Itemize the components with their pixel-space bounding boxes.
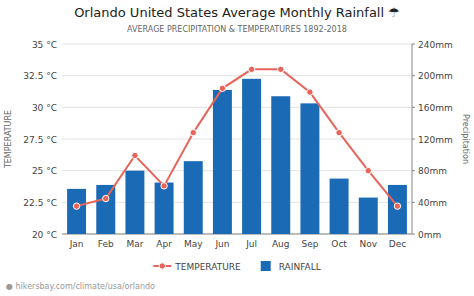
bar xyxy=(125,171,144,234)
y2-tick-label: 0mm xyxy=(418,230,441,240)
bar xyxy=(213,90,232,234)
y2-tick-label: 80mm xyxy=(418,166,447,176)
marker xyxy=(73,203,79,209)
x-tick-label: Jan xyxy=(69,239,84,249)
y-tick-label: 25 °C xyxy=(32,166,57,176)
plot-area xyxy=(67,66,407,234)
marker xyxy=(278,66,284,72)
bar xyxy=(184,161,203,234)
bar xyxy=(271,96,290,234)
y2-tick-label: 120mm xyxy=(418,135,453,145)
x-tick-label: Oct xyxy=(331,239,347,249)
marker xyxy=(161,183,167,189)
x-tick-label: Jun xyxy=(214,239,229,249)
legend-item: RAINFALL xyxy=(261,261,321,272)
marker xyxy=(132,152,138,158)
bar xyxy=(359,198,378,234)
bar xyxy=(155,183,174,234)
x-tick-label: Aug xyxy=(272,239,290,249)
y2-tick-label: 200mm xyxy=(418,71,453,81)
bar xyxy=(330,179,349,234)
x-tick-label: Jul xyxy=(245,239,257,249)
title: Orlando United States Average Monthly Ra… xyxy=(74,5,400,20)
x-tick-label: Dec xyxy=(389,239,406,249)
marker xyxy=(103,195,109,201)
legend: TEMPERATURE RAINFALL xyxy=(153,261,320,272)
y2-axis-label: Precipitation xyxy=(461,114,470,164)
grid-line xyxy=(62,44,412,45)
x-tick-label: May xyxy=(184,239,203,249)
legend-label: TEMPERATURE xyxy=(174,262,241,272)
x-tick-label: Feb xyxy=(98,239,114,249)
subtitle: AVERAGE PRECIPITATION & TEMPERATURES 189… xyxy=(127,25,347,34)
marker xyxy=(394,203,400,209)
y2-tick-label: 160mm xyxy=(418,103,453,113)
x-tick-label: Nov xyxy=(359,239,377,249)
marker xyxy=(219,85,225,91)
x-tick-label: Sep xyxy=(301,239,318,249)
marker xyxy=(365,167,371,173)
grid-line xyxy=(62,107,412,108)
marker xyxy=(336,129,342,135)
y2-axis-line xyxy=(412,44,413,234)
y-tick-label: 35 °C xyxy=(32,40,57,50)
y-tick-label: 30 °C xyxy=(32,103,57,113)
bar xyxy=(300,103,319,234)
bar xyxy=(242,79,261,234)
legend-swatch xyxy=(159,263,165,269)
marker xyxy=(248,66,254,72)
annotation: ● hikersbay.com/climate/usa/orlando xyxy=(6,282,155,291)
legend-item: TEMPERATURE xyxy=(153,262,241,272)
x-tick-label: Apr xyxy=(156,239,172,249)
line xyxy=(77,69,398,206)
y2-tick-label: 240mm xyxy=(418,40,453,50)
legend-swatch xyxy=(261,261,271,271)
grid-line xyxy=(62,170,412,171)
grid-line xyxy=(62,75,412,76)
x-tick-label: Mar xyxy=(126,239,143,249)
grid-line xyxy=(62,139,412,140)
bar xyxy=(388,185,407,234)
y-tick-label: 27.5 °C xyxy=(23,135,57,145)
bar xyxy=(67,189,86,234)
bar xyxy=(96,185,115,234)
marker xyxy=(307,89,313,95)
y-tick-label: 32.5 °C xyxy=(23,71,57,81)
legend-label: RAINFALL xyxy=(279,262,321,272)
marker xyxy=(190,129,196,135)
y-tick-label: 22.5 °C xyxy=(23,198,57,208)
y-axis-label: TEMPERATURE xyxy=(4,110,13,169)
y-tick-label: 20 °C xyxy=(32,230,57,240)
y2-tick-label: 40mm xyxy=(418,198,447,208)
grid xyxy=(62,44,412,234)
